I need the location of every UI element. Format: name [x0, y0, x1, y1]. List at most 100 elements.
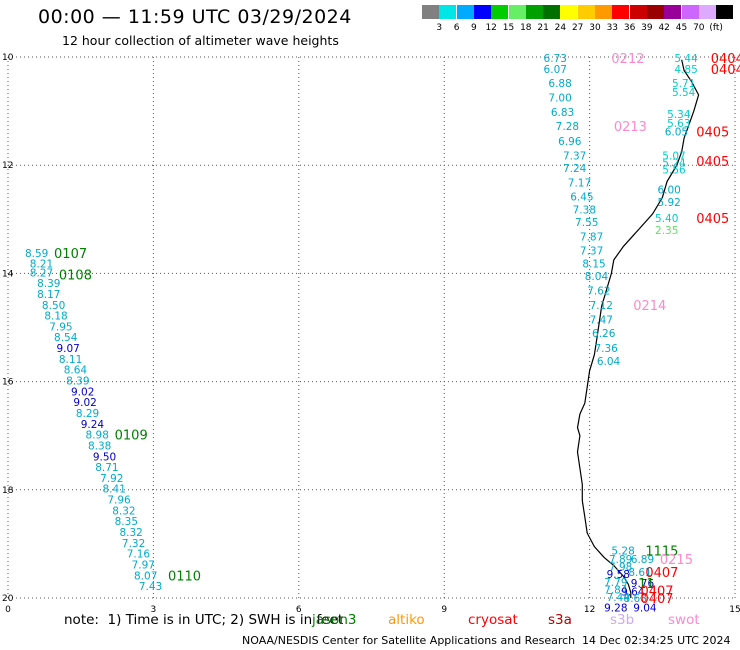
color-scale-label: 6 [453, 23, 460, 33]
wave-height-point: 4.85 [674, 64, 697, 76]
pass-time-label: 0215 [660, 553, 693, 568]
wave-height-point: 8.68 [624, 593, 647, 605]
wave-height-point: 5.56 [662, 165, 686, 177]
color-scale-label: 21 [537, 23, 549, 33]
wave-height-point: 7.97 [132, 559, 155, 571]
wave-height-point: 5.24 [662, 157, 686, 169]
chart-title: 00:00 — 11:59 UTC 03/29/2024 [38, 6, 352, 28]
color-scale-label: 3 [436, 23, 443, 33]
y-tick-label: 20 [2, 594, 14, 604]
wave-height-point: 8.35 [115, 516, 138, 528]
wave-height-point: 7.98 [609, 562, 632, 574]
wave-height-point: 5.92 [657, 197, 680, 209]
wave-height-point: 7.47 [590, 314, 613, 326]
y-tick-label: 14 [2, 269, 14, 279]
wave-height-point: 9.76 [631, 578, 655, 590]
color-scale-label: 30 [589, 23, 601, 33]
wave-height-point: 6.83 [551, 107, 574, 119]
wave-height-point: 8.61 [628, 567, 651, 579]
wave-height-point: 7.43 [139, 581, 162, 593]
wave-height-point: 7.62 [587, 286, 610, 298]
color-scale-label: 33 [606, 23, 619, 33]
wave-height-point: 8.39 [37, 278, 60, 290]
color-scale-label: 9 [471, 23, 477, 33]
color-scale-swatch [456, 5, 474, 19]
wave-height-point: 8.17 [37, 289, 60, 301]
x-tick-label: 9 [441, 605, 447, 615]
wave-height-point: 8.15 [582, 259, 605, 271]
wave-height-point: 6.04 [597, 356, 621, 368]
color-scale-swatch [629, 5, 647, 19]
wave-height-point: 8.39 [66, 376, 89, 388]
generation-timestamp: 14 Dec 02:34:25 UTC 2024 [582, 634, 731, 647]
wave-height-point: 7.28 [556, 121, 579, 133]
color-scale-swatch [577, 5, 595, 19]
wave-height-point: 7.89 [609, 554, 632, 566]
wave-height-point: 7.37 [580, 246, 603, 258]
x-tick-label: 3 [151, 605, 157, 615]
chart-subtitle: 12 hour collection of altimeter wave hei… [62, 33, 339, 48]
coastline [576, 59, 700, 598]
wave-height-point: 8.71 [95, 462, 118, 474]
y-tick-label: 16 [2, 378, 14, 388]
color-scale-swatch [439, 5, 457, 19]
wave-height-point: 5.34 [667, 109, 691, 121]
wave-height-point: 8.04 [585, 271, 609, 283]
pass-time-label: 0405 [696, 212, 729, 227]
color-scale-swatch [560, 5, 578, 19]
satellite-legend-item: s3a [548, 612, 572, 628]
wave-height-point: 7.12 [590, 300, 613, 312]
color-scale-label: 42 [658, 23, 670, 33]
color-scale-label: (ft) [709, 23, 723, 33]
wave-height-point: 8.41 [103, 484, 126, 496]
wave-height-point: 7.00 [548, 93, 571, 105]
color-scale-label: 12 [485, 23, 497, 33]
pass-time-label: 0405 [696, 126, 729, 141]
wave-height-point: 7.79 [604, 577, 627, 589]
wave-height-point: 9.58 [607, 569, 630, 581]
x-tick-label: 6 [296, 605, 302, 615]
x-tick-label: 12 [584, 605, 595, 615]
satellite-legend-item: cryosat [468, 612, 518, 628]
pass-time-label: 0404 [711, 63, 740, 78]
wave-height-point: 6.00 [657, 185, 680, 197]
color-scale-label: 45 [675, 23, 688, 33]
wave-height-point: 2.35 [655, 225, 678, 237]
color-scale-swatch [595, 5, 612, 19]
wave-height-point: 7.92 [100, 473, 123, 485]
wave-height-point: 7.36 [594, 343, 618, 355]
color-scale-swatch [525, 5, 543, 19]
wave-height-point: 9.64 [621, 587, 645, 599]
x-tick-label: 0 [5, 605, 11, 615]
wave-height-point: 5.07 [662, 150, 685, 162]
wave-height-point: 8.38 [88, 440, 111, 452]
pass-time-label: 0407 [640, 584, 673, 599]
wave-height-point: 9.07 [56, 343, 79, 355]
wave-height-point: 5.44 [674, 53, 698, 65]
wave-height-point: 5.63 [667, 118, 690, 130]
wave-height-point: 8.50 [42, 300, 65, 312]
color-scale-label: 70 [693, 23, 705, 33]
wave-height-point: 8.21 [30, 259, 53, 271]
wave-height-point: 7.44 [607, 592, 631, 604]
pass-time-label: 0212 [611, 52, 644, 67]
wave-height-point: 9.02 [73, 397, 96, 409]
color-scale-swatch [543, 5, 561, 19]
wave-height-point: 9.28 [604, 603, 627, 615]
wave-height-point: 8.32 [119, 527, 142, 539]
wave-height-point: 7.24 [563, 163, 587, 175]
wave-height-point: 9.02 [71, 386, 94, 398]
color-scale-label: 39 [641, 23, 653, 33]
wave-height-point: 8.32 [112, 505, 135, 517]
color-scale-label: 15 [502, 23, 515, 33]
y-tick-label: 18 [2, 486, 14, 496]
color-scale-swatch [473, 5, 491, 19]
color-scale-swatch [508, 5, 526, 19]
wave-height-point: 7.32 [122, 538, 145, 550]
wave-height-point: 8.29 [76, 408, 99, 420]
satellite-legend-item: altiko [388, 612, 425, 628]
wave-height-point: 7.84 [604, 584, 628, 596]
y-tick-label: 12 [2, 161, 13, 171]
wave-height-point: 5.40 [655, 213, 678, 225]
wave-height-point: 7.55 [575, 217, 598, 229]
